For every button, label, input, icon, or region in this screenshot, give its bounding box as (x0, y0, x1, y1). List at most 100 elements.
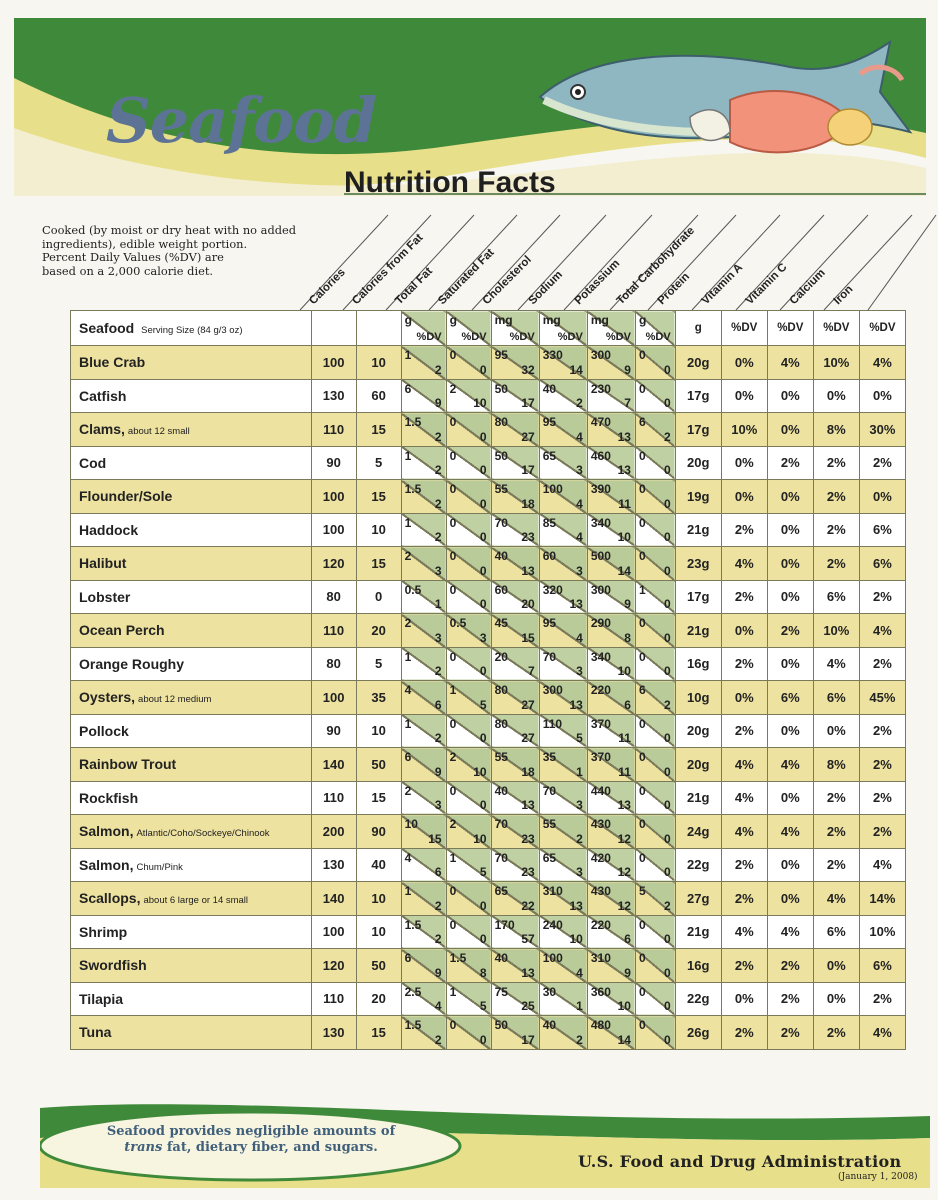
carbohydrate-cell-dv: 0 (664, 630, 671, 645)
seafood-name-detail: about 12 medium (138, 694, 212, 706)
sodium-cell-amount: 100 (542, 482, 563, 496)
sodium-cell: 65 3 (538, 847, 588, 882)
unit-top: mg (542, 313, 561, 327)
total-fat-cell-dv: 9 (434, 764, 442, 779)
total-fat-cell-dv: 15 (428, 831, 442, 846)
calcium-cell: 2% (812, 814, 860, 849)
vitamin-c-cell: 4% (766, 914, 814, 949)
seafood-name-text: Ocean Perch (79, 622, 165, 639)
seafood-name-text: Oysters, (79, 689, 136, 706)
calories-fat-cell: 0 (355, 579, 402, 614)
iron-cell: 4% (858, 847, 907, 882)
column-header-vitamin-a: Vitamin A (700, 262, 746, 308)
carbohydrate-cell-dv: 2 (664, 697, 671, 712)
potassium-cell-amount: 290 (590, 616, 611, 630)
sodium-cell-amount: 310 (542, 884, 563, 898)
total-fat-cell: 0.5 1 (400, 579, 447, 614)
column-header-total-carbohydrate: Total Carbohydrate (615, 225, 697, 307)
iron-cell: 0% (858, 479, 907, 514)
calcium-cell: 8% (812, 747, 860, 782)
saturated-fat-cell-amount: 1 (449, 850, 457, 865)
footer-banner (40, 1104, 930, 1188)
saturated-fat-cell-dv: 0 (479, 496, 487, 511)
vitamin-c-cell: 0% (766, 579, 814, 614)
potassium-cell: 390 11 (586, 479, 636, 514)
cholesterol-cell: 95 32 (490, 345, 540, 380)
unit-top: g (449, 313, 457, 327)
iron-cell: 30% (858, 412, 907, 447)
seafood-name-detail: about 6 large or 14 small (143, 895, 249, 907)
table-row: Blue Crab 100 10 1 2 0 0 95 32 330 14 300 9 0 0 20g 0% 4%… (70, 345, 907, 380)
cholesterol-cell-dv: 13 (521, 965, 535, 980)
sodium-cell-dv: 4 (576, 530, 583, 544)
saturated-fat-cell-amount: 0 (449, 716, 457, 731)
cholesterol-cell-amount: 50 (494, 448, 508, 463)
cholesterol-cell: 70 23 (490, 847, 540, 882)
cholesterol-cell-dv: 57 (521, 932, 535, 946)
total-fat-cell-amount: 0.5 (404, 582, 422, 597)
calcium-cell: 8% (812, 412, 860, 447)
iron-cell: 2% (858, 780, 907, 815)
total-fat-cell-dv: 1 (434, 597, 442, 611)
sodium-cell: 110 5 (538, 713, 588, 748)
vitamin-a-cell: 2% (720, 646, 768, 681)
carbohydrate-cell-amount: 6 (638, 415, 646, 429)
potassium-cell-dv: 14 (617, 563, 631, 578)
iron-cell: 2% (858, 445, 907, 480)
saturated-fat-cell-dv: 5 (479, 999, 487, 1013)
carbohydrate-cell-amount: 5 (638, 884, 646, 898)
protein-cell: 17g (674, 579, 722, 614)
cholesterol-cell: 80 27 (490, 680, 540, 715)
saturated-fat-cell-dv: 0 (479, 798, 487, 812)
potassium-cell: 370 11 (586, 747, 636, 782)
cholesterol-cell-dv: 27 (521, 697, 535, 712)
sodium-cell: 320 13 (538, 579, 588, 614)
protein-cell: 21g (674, 512, 722, 547)
carbohydrate-cell-dv: 0 (664, 865, 671, 879)
saturated-fat-cell-amount: 0 (449, 649, 457, 664)
carbohydrate-cell-dv: 2 (664, 898, 671, 913)
seafood-name: Catfish (70, 378, 312, 413)
table-row: Catfish 130 60 6 9 2 10 50 17 40 2 230 7 0 0 17g 0% 0% 0% 0… (70, 378, 907, 413)
saturated-fat-cell-dv: 0 (479, 731, 487, 745)
cholesterol-cell-amount: 45 (494, 616, 508, 630)
carbohydrate-cell-amount: 0 (638, 984, 646, 999)
table-row: Ocean Perch 110 20 2 3 0.5 3 45 15 95 4 290 8 0 0 21g 0%… (70, 613, 907, 648)
potassium-cell-dv: 14 (617, 1032, 631, 1047)
cholesterol-cell-amount: 70 (494, 850, 508, 865)
saturated-fat-cell-amount: 1.5 (449, 951, 467, 965)
calories-fat-cell: 90 (355, 814, 402, 849)
sodium-cell-amount: 30 (542, 984, 557, 999)
cholesterol-cell: 50 17 (490, 445, 540, 480)
cholesterol-cell-dv: 32 (521, 362, 535, 377)
potassium-cell-amount: 460 (590, 448, 611, 463)
unit-bottom: %DV (461, 331, 487, 343)
sodium-cell-dv: 2 (576, 396, 583, 410)
seafood-name-text: Halibut (79, 555, 127, 572)
vitamin-a-cell: 2% (720, 713, 768, 748)
agency-date: (January 1, 2008) (838, 1172, 918, 1182)
total-fat-cell-amount: 1.5 (404, 415, 422, 429)
sodium-cell: 35 1 (538, 747, 588, 782)
saturated-fat-cell-dv: 10 (473, 764, 487, 779)
calcium-cell: 2% (812, 546, 860, 581)
saturated-fat-cell-amount: 0 (449, 917, 457, 932)
sodium-cell: 40 2 (538, 1015, 588, 1050)
saturated-fat-cell: 2 10 (445, 747, 492, 782)
vitamin-a-cell: 0% (720, 378, 768, 413)
saturated-fat-cell-dv: 3 (479, 630, 487, 645)
unit-top: mg (590, 313, 609, 327)
sodium-cell: 70 3 (538, 780, 588, 815)
carbohydrate-cell-amount: 0 (638, 750, 646, 764)
seafood-name: Tilapia (70, 981, 312, 1016)
footer-note: Seafood provides negligible amounts of t… (76, 1124, 426, 1156)
potassium-cell-dv: 9 (624, 965, 631, 980)
